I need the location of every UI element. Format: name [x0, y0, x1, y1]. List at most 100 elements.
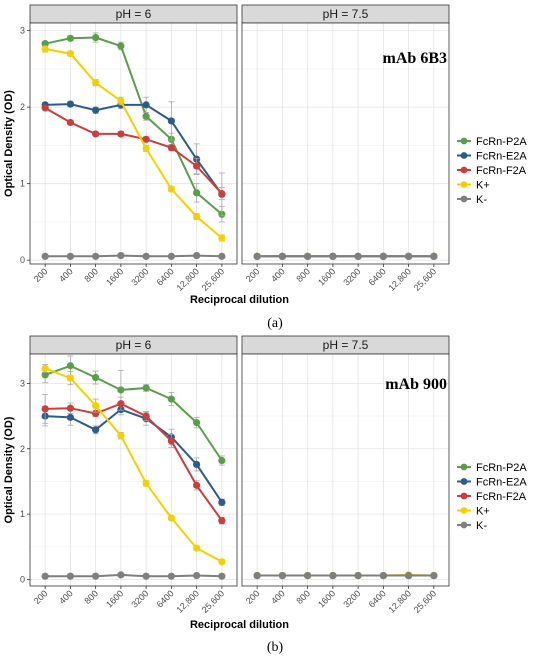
legend-item: FcRn-E2A: [457, 151, 527, 163]
y-tick-label: 3: [20, 378, 25, 388]
data-point: [66, 362, 74, 370]
y-tick-label: 0: [20, 255, 25, 265]
data-point: [167, 117, 175, 125]
series-line: [44, 36, 223, 216]
data-point: [167, 572, 175, 580]
x-tick-label: 12,800: [386, 588, 413, 615]
plot-background: [30, 23, 237, 264]
antibody-label: mAb 6B3: [383, 50, 447, 67]
data-point: [354, 571, 362, 580]
x-tick-label: 3200: [341, 266, 362, 287]
data-point: [379, 252, 387, 260]
series-kplus: [41, 364, 226, 566]
x-tick-label: 400: [57, 588, 75, 606]
y-tick-label: 1: [20, 509, 25, 519]
data-point: [66, 374, 74, 382]
x-tick-label: 1600: [316, 588, 337, 609]
panel-border: [29, 22, 238, 265]
legend-key-point: [460, 521, 468, 529]
series-line: [45, 254, 222, 258]
x-tick-label: 200: [32, 588, 50, 606]
data-point: [405, 571, 413, 580]
data-point: [278, 571, 286, 580]
data-point: [92, 426, 100, 434]
series-kminus: [41, 571, 226, 580]
figure-caption: (b): [267, 640, 284, 655]
data-point: [66, 413, 74, 421]
x-tick-label: 1600: [104, 266, 125, 287]
x-tick-label: 6400: [367, 588, 388, 609]
x-tick-label: 200: [32, 266, 50, 284]
series-line: [45, 408, 223, 503]
legend-label: FcRn-P2A: [476, 462, 527, 474]
x-tick-label: 3200: [129, 588, 150, 609]
series-kminus: [41, 251, 226, 260]
data-point: [304, 252, 312, 260]
data-point: [66, 404, 74, 412]
data-point: [117, 432, 125, 440]
data-point: [117, 400, 125, 408]
data-point: [142, 572, 150, 580]
x-tick-label: 12,800: [386, 266, 413, 293]
x-tick-label: 800: [82, 266, 100, 284]
legend-item: K-: [457, 194, 487, 206]
legend-item: FcRn-E2A: [457, 477, 527, 489]
legend-item: K-: [457, 520, 487, 532]
data-point: [218, 190, 226, 198]
x-tick-label: 3200: [129, 266, 150, 287]
data-point: [218, 558, 226, 566]
legend-label: FcRn-F2A: [476, 491, 527, 503]
x-tick-label: 12,800: [174, 588, 201, 615]
legend-key-point: [460, 137, 468, 145]
data-point: [142, 479, 150, 487]
data-point: [117, 130, 125, 138]
data-point: [41, 40, 49, 48]
data-point: [117, 386, 125, 394]
data-point: [92, 79, 100, 87]
data-point: [304, 571, 312, 580]
legend-key-point: [460, 195, 468, 203]
x-tick-label: 6400: [367, 266, 388, 287]
data-point: [167, 185, 175, 193]
x-tick-label: 400: [269, 588, 287, 606]
data-point: [167, 144, 175, 152]
legend-item: FcRn-F2A: [457, 491, 527, 503]
data-point: [218, 252, 226, 260]
data-point: [92, 373, 100, 382]
data-point: [41, 572, 49, 580]
x-axis-title: Reciprocal dilution: [190, 619, 289, 631]
legend-label: FcRn-E2A: [476, 477, 527, 489]
data-point: [92, 409, 100, 418]
data-point: [142, 112, 150, 120]
y-axis-title: Optical Density (OD): [3, 90, 15, 197]
data-point: [66, 252, 74, 260]
legend-label: K+: [476, 180, 490, 192]
legend-label: K-: [476, 520, 487, 532]
panel-strip-label: pH = 7.5: [323, 338, 369, 352]
data-point: [193, 162, 201, 170]
x-tick-label: 3200: [341, 588, 362, 609]
series-line: [45, 402, 223, 522]
x-tick-label: 25,600: [412, 266, 439, 293]
legend-key-point: [460, 152, 468, 159]
legend-item: FcRn-F2A: [457, 165, 527, 177]
y-tick-label: 2: [20, 444, 25, 454]
data-point: [167, 437, 175, 445]
y-tick-label: 2: [20, 102, 25, 112]
plot-background: [30, 354, 237, 586]
legend-key-point: [460, 181, 468, 188]
x-axis-title: Reciprocal dilution: [190, 294, 289, 306]
x-tick-label: 6400: [155, 266, 176, 287]
legend-label: FcRn-P2A: [476, 136, 527, 148]
legend-label: K+: [476, 506, 490, 518]
series-line: [44, 367, 223, 563]
x-tick-label: 25,600: [412, 588, 439, 615]
legend-item: FcRn-P2A: [457, 136, 527, 148]
legend-item: K+: [457, 506, 490, 518]
data-point: [66, 118, 74, 127]
panel-strip-label: pH = 7.5: [323, 7, 369, 21]
data-point: [117, 571, 125, 579]
antibody-label: mAb 900: [385, 376, 447, 393]
